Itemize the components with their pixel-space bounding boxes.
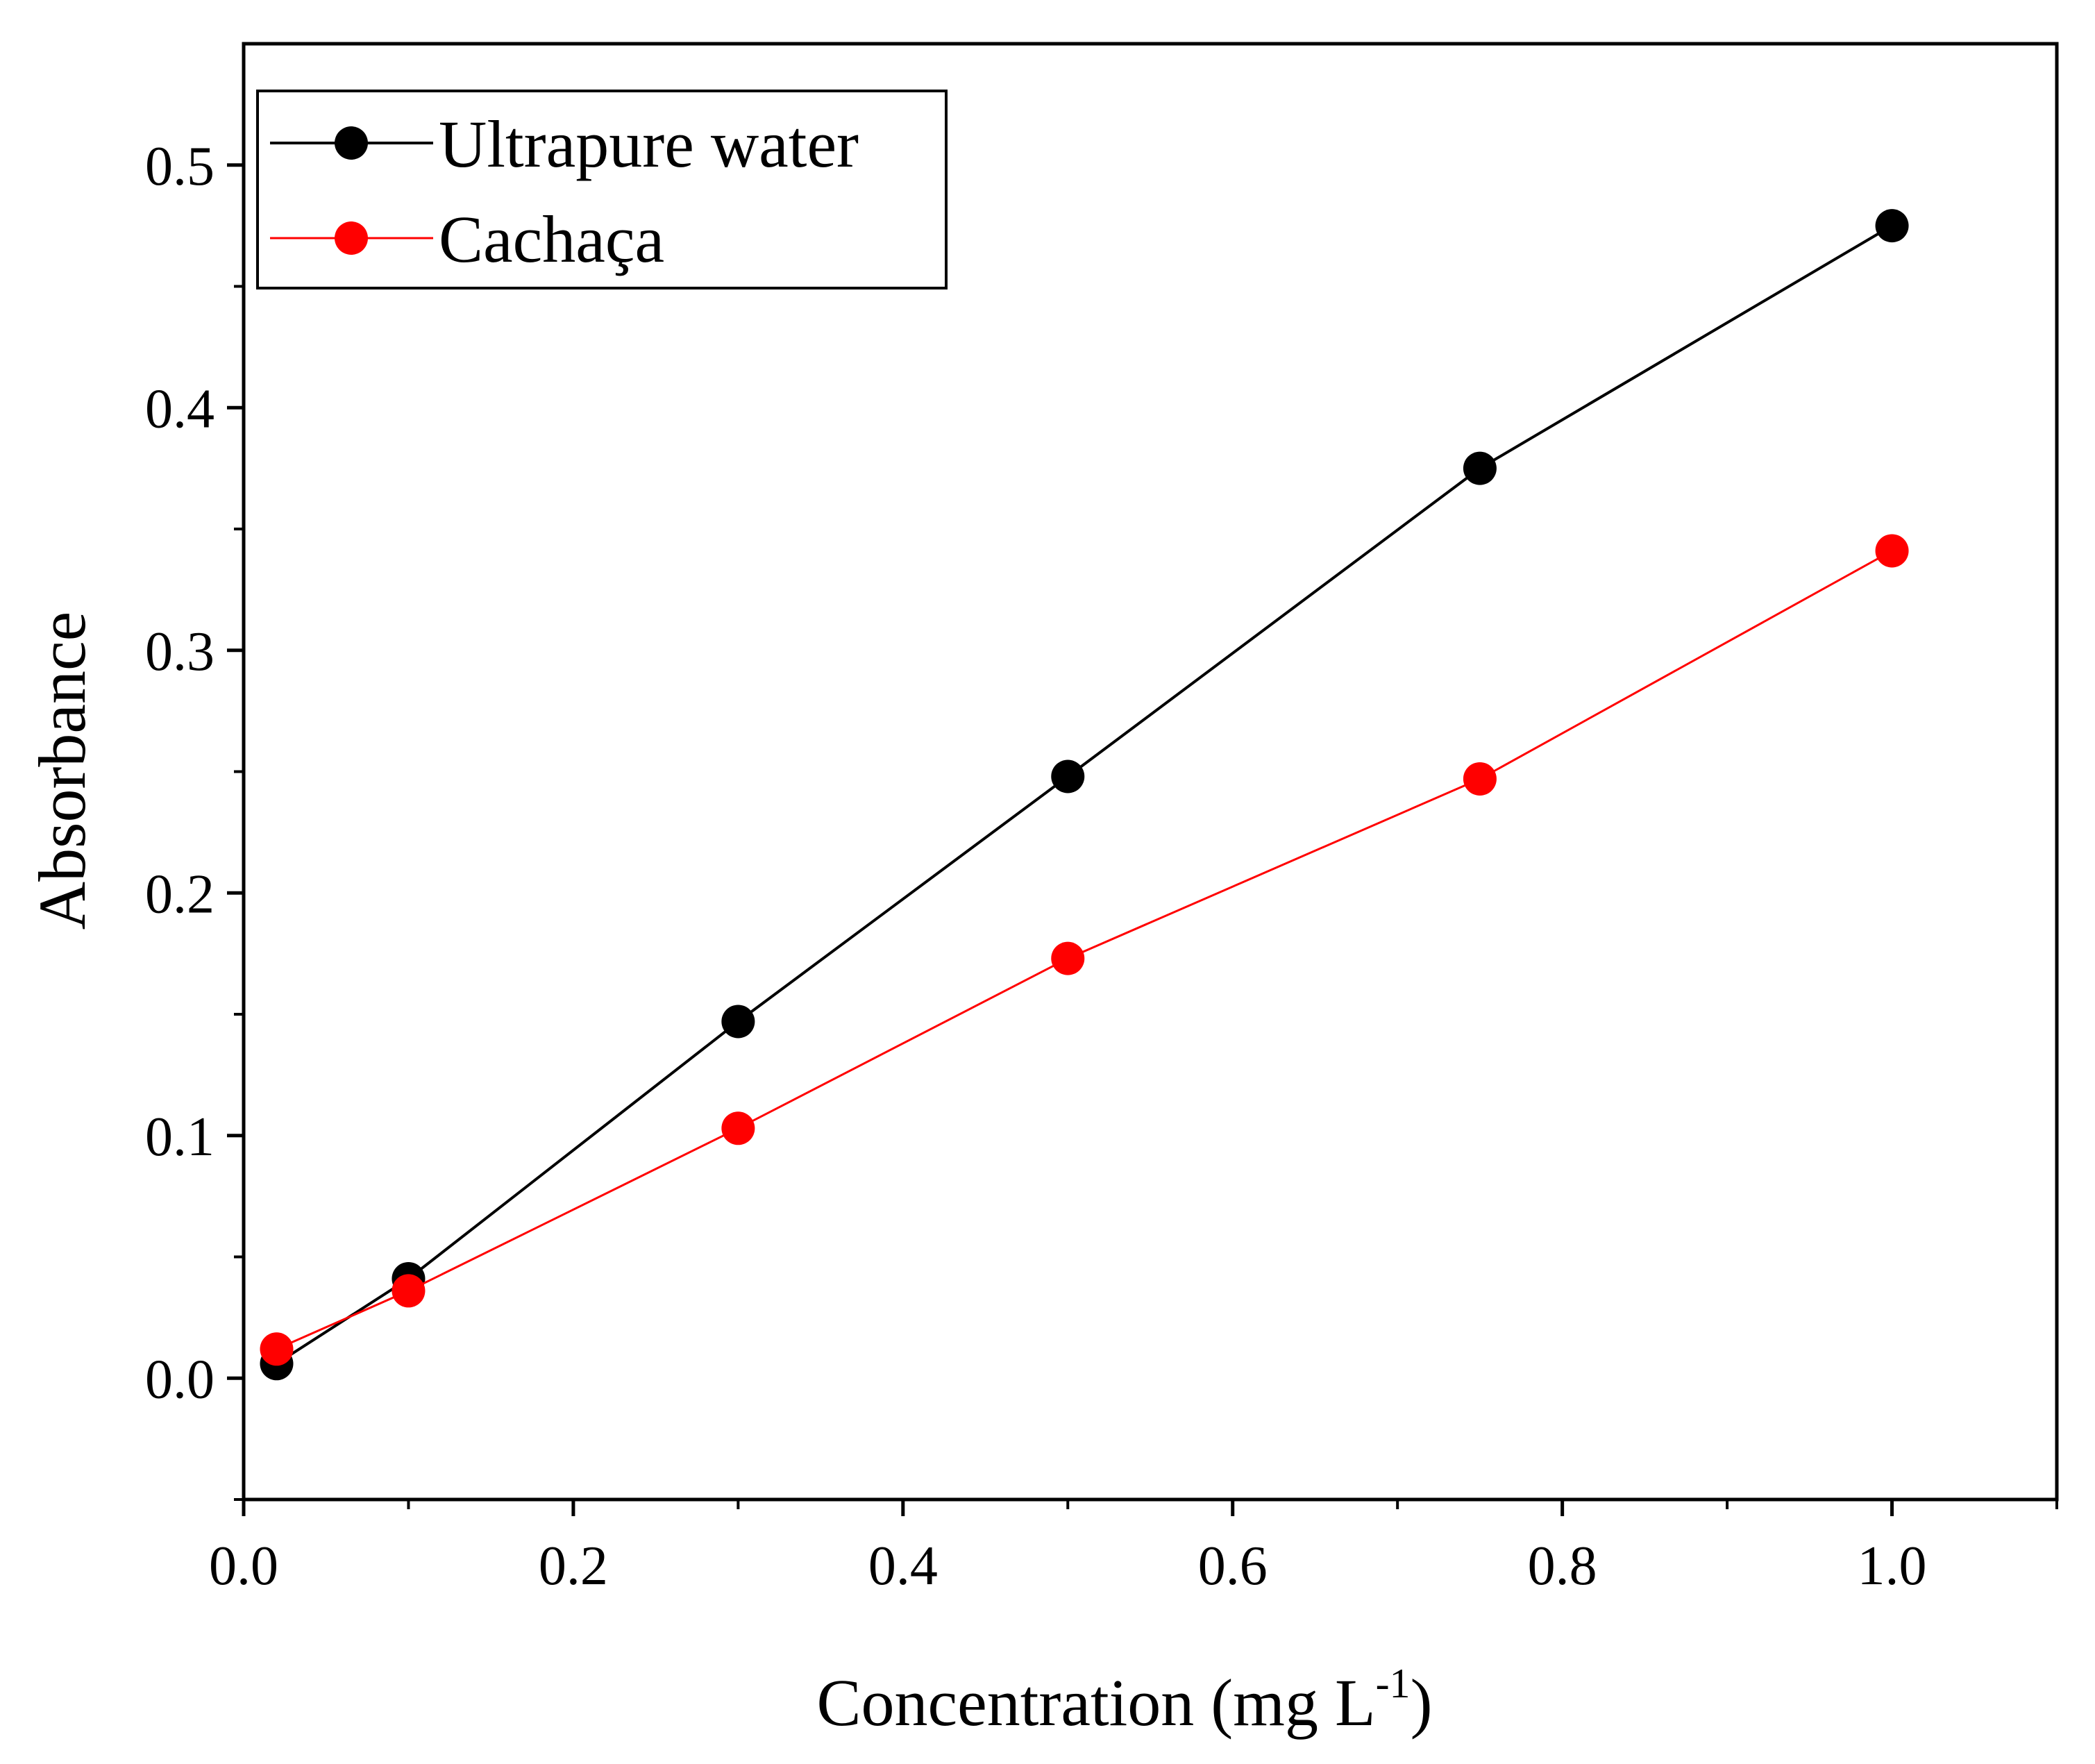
y-tick-label: 0.5 [145,136,214,197]
data-point-cacha-a [260,1332,294,1366]
x-tick-label: 0.0 [209,1536,278,1597]
legend-marker-ultrapure-water [335,126,368,160]
legend-label-ultrapure-water: Ultrapure water [439,107,859,181]
series-line-ultrapure-water [276,224,1893,1365]
data-point-cacha-a [1051,941,1085,975]
data-point-cacha-a [1463,762,1497,796]
x-tick-label: 0.2 [539,1536,608,1597]
y-axis-title: Absorbance [25,612,99,930]
y-axis: 0.0 0.1 0.2 0.3 0.4 0.5 [145,136,244,1501]
x-axis: 0.0 0.2 0.4 0.6 0.8 1.0 [209,1500,2058,1597]
data-point-ultrapure-water [1875,209,1909,243]
data-point-cacha-a [1875,534,1909,568]
y-tick-label: 0.0 [145,1349,214,1410]
x-tick-label: 1.0 [1858,1536,1927,1597]
data-point-ultrapure-water [1463,451,1497,485]
legend-box [256,90,948,289]
legend-label-cachaca: Cachaça [439,202,664,276]
y-tick-label: 0.3 [145,621,214,682]
x-tick-label: 0.6 [1198,1536,1268,1597]
data-point-cacha-a [392,1274,426,1308]
legend-marker-cachaca [335,221,368,255]
legend: Ultrapure water Cachaça [256,90,948,289]
data-point-cacha-a [721,1111,755,1145]
x-tick-label: 0.8 [1528,1536,1597,1597]
x-axis-title: Concentration (mg L-1) [816,1661,1432,1740]
series-line-cacha-a [276,550,1893,1350]
series-layer [260,209,1909,1381]
data-point-ultrapure-water [721,1005,755,1039]
y-tick-label: 0.2 [145,864,214,925]
y-tick-label: 0.4 [145,378,214,439]
data-point-ultrapure-water [1051,759,1085,793]
x-tick-label: 0.4 [868,1536,938,1597]
y-tick-label: 0.1 [145,1107,214,1168]
